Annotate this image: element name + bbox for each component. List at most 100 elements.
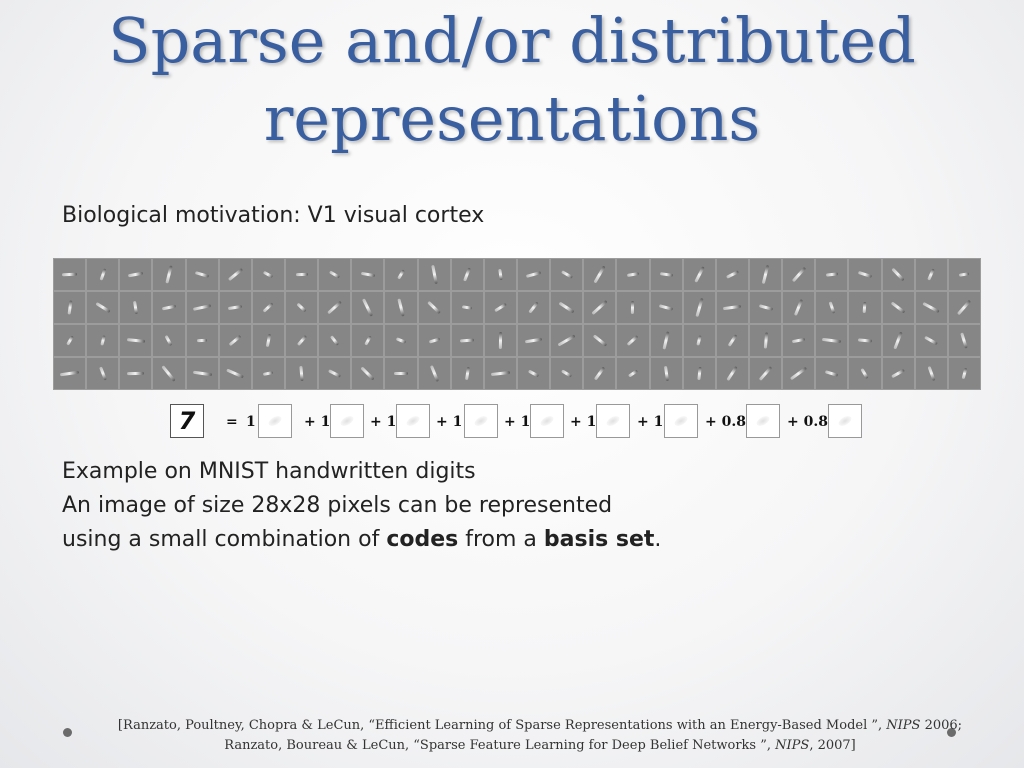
title-line-2: representations bbox=[263, 82, 761, 155]
basis-filter-tile bbox=[616, 357, 650, 390]
basis-filter-tile bbox=[119, 258, 153, 291]
basis-filter-tile bbox=[450, 357, 484, 390]
filter-stroke bbox=[891, 267, 905, 282]
basis-code-stroke bbox=[605, 414, 621, 428]
basis-filter-tile bbox=[450, 291, 484, 324]
decorative-dot-right bbox=[947, 728, 956, 737]
filter-stroke bbox=[957, 299, 972, 316]
basis-set-term: basis set bbox=[543, 527, 655, 552]
basis-code-image bbox=[464, 404, 498, 438]
filter-stroke bbox=[262, 302, 274, 313]
basis-filter-tile bbox=[715, 258, 749, 291]
filter-stroke bbox=[697, 366, 702, 381]
filter-stroke bbox=[226, 368, 245, 379]
basis-filter-tile bbox=[384, 324, 418, 357]
citation: [Ranzato, Poultney, Chopra & LeCun, “Eff… bbox=[90, 716, 990, 756]
basis-filter-tile bbox=[351, 258, 385, 291]
basis-filter-tile bbox=[152, 291, 186, 324]
filter-stroke bbox=[328, 369, 342, 378]
digit-decomposition: 7 = 1 + 1 + 1 + 1 + 1 + 1 + 1 + 0.8 + 0.8 bbox=[170, 404, 870, 442]
filter-stroke bbox=[395, 337, 407, 344]
filter-stroke bbox=[794, 299, 804, 316]
filter-stroke bbox=[758, 304, 773, 311]
basis-filter-tile bbox=[749, 258, 783, 291]
basis-filter-tile bbox=[86, 357, 120, 390]
basis-filter-tile bbox=[384, 291, 418, 324]
basis-filter-tile bbox=[947, 258, 981, 291]
filter-stroke bbox=[758, 366, 773, 381]
basis-filter-tile bbox=[218, 357, 252, 390]
filter-stroke bbox=[360, 271, 375, 278]
filter-stroke bbox=[165, 334, 173, 347]
basis-filter-tile bbox=[483, 324, 517, 357]
basis-code-image bbox=[596, 404, 630, 438]
basis-filter-tile bbox=[517, 324, 551, 357]
filter-stroke bbox=[961, 367, 968, 380]
term-coefficient: + 1 bbox=[504, 414, 531, 430]
basis-filter-tile bbox=[649, 324, 683, 357]
filter-stroke bbox=[726, 365, 739, 382]
filter-stroke bbox=[463, 267, 472, 282]
basis-filter-tile bbox=[914, 291, 948, 324]
filter-stroke bbox=[100, 335, 106, 346]
basis-filter-tile bbox=[285, 324, 319, 357]
citation-1-year: 2006; bbox=[920, 718, 963, 733]
filter-stroke bbox=[725, 270, 739, 279]
basis-code-stroke bbox=[755, 414, 771, 428]
term-coefficient: + 1 bbox=[637, 414, 664, 430]
filter-stroke bbox=[594, 366, 606, 381]
body-line-3-end: . bbox=[654, 527, 662, 552]
filter-stroke bbox=[360, 366, 375, 381]
basis-code-stroke bbox=[837, 414, 853, 428]
filter-stroke bbox=[59, 370, 80, 377]
filter-stroke bbox=[265, 333, 272, 348]
filter-stroke bbox=[128, 271, 144, 278]
basis-filter-tile bbox=[815, 258, 849, 291]
filter-stroke bbox=[659, 272, 673, 277]
basis-filter-tile bbox=[351, 357, 385, 390]
basis-filter-tile bbox=[218, 324, 252, 357]
basis-filter-tile bbox=[483, 357, 517, 390]
basis-filter-tile bbox=[318, 357, 352, 390]
basis-filter-tile bbox=[517, 357, 551, 390]
filter-stroke bbox=[330, 335, 340, 346]
body-line-1: Example on MNIST handwritten digits bbox=[62, 459, 476, 484]
basis-filter-tile bbox=[550, 324, 584, 357]
basis-filter-tile bbox=[616, 324, 650, 357]
filter-stroke bbox=[329, 270, 341, 279]
basis-filter-tile bbox=[384, 258, 418, 291]
basis-filter-tile bbox=[682, 324, 716, 357]
basis-filter-tile bbox=[583, 291, 617, 324]
term-coefficient: + 1 bbox=[370, 414, 397, 430]
decorative-dot-left bbox=[63, 728, 72, 737]
body-line-3-middle: from a bbox=[458, 527, 544, 552]
basis-filter-tile bbox=[848, 291, 882, 324]
basis-filter-tile bbox=[782, 291, 816, 324]
basis-filter-tile bbox=[285, 357, 319, 390]
filter-stroke bbox=[525, 271, 542, 278]
filter-stroke bbox=[791, 266, 806, 283]
filter-stroke bbox=[561, 369, 573, 378]
filter-stroke bbox=[658, 304, 674, 311]
filter-stroke bbox=[98, 366, 107, 381]
basis-filter-tile bbox=[417, 357, 451, 390]
filter-stroke bbox=[828, 301, 836, 314]
basis-filter-tile bbox=[649, 357, 683, 390]
basis-filter-tile bbox=[550, 291, 584, 324]
basis-code-image bbox=[396, 404, 430, 438]
basis-filter-tile bbox=[616, 291, 650, 324]
basis-filter-tile bbox=[749, 357, 783, 390]
filter-stroke bbox=[663, 365, 669, 382]
basis-filter-tile bbox=[782, 357, 816, 390]
basis-filter-tile bbox=[218, 291, 252, 324]
filter-stroke bbox=[227, 267, 243, 282]
filter-stroke bbox=[397, 298, 405, 317]
citation-line-2: Ranzato, Boureau & LeCun, “Sparse Featur… bbox=[90, 736, 990, 756]
basis-filter-tile bbox=[483, 258, 517, 291]
filter-stroke bbox=[362, 298, 374, 317]
basis-code-image bbox=[746, 404, 780, 438]
equals-sign: = bbox=[226, 414, 238, 430]
basis-filter-tile bbox=[914, 258, 948, 291]
basis-filter-tile bbox=[318, 258, 352, 291]
